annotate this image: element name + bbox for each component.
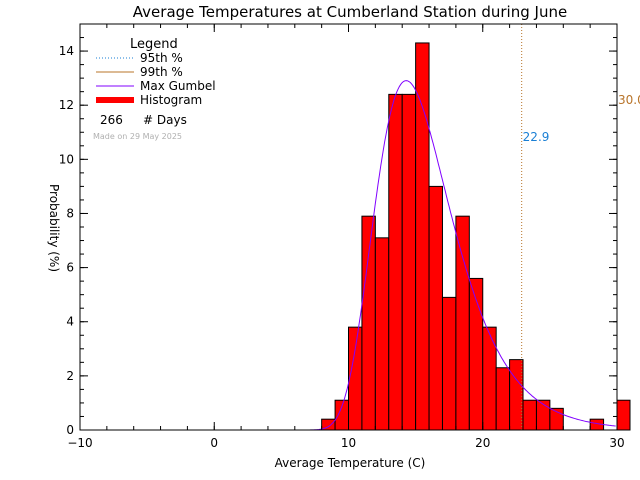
histogram-bar-9 [441,296,457,431]
y-tick-label: 10 [59,152,74,166]
y-axis-ticks: 0 2 4 6 8 10 12 14 [59,37,617,437]
y-tick-label: 2 [66,369,74,383]
legend-days-label: # Days [143,113,187,127]
legend-label-0: 95th % [140,51,183,65]
y-tick-label: 6 [66,261,74,275]
histogram-bars [321,42,631,431]
y-tick-label: 4 [66,315,74,329]
gumbel-curve [308,80,616,431]
y-tick-label: 12 [59,98,74,112]
x-tick-label: 30 [609,436,624,450]
x-tick-label: 0 [210,436,218,450]
histogram-bar-8 [428,185,443,431]
legend-days-count: 266 [100,113,123,127]
chart-title: Average Temperatures at Cumberland Stati… [133,3,567,21]
histogram-bar-7 [415,42,430,431]
percentile-95-label: 22.9 [523,130,550,144]
y-axis-label: Probability (%) [47,184,61,272]
histogram-bar-13 [495,367,511,431]
histogram-bar-6 [401,93,417,431]
histogram-bar-12 [482,326,497,431]
y-tick-label: 8 [66,206,74,220]
y-tick-label: 14 [59,44,74,58]
histogram-bar-1 [334,399,350,431]
histogram-bar-14 [509,359,524,431]
histogram-bar-10 [455,215,470,431]
legend-label-1: 99th % [140,65,183,79]
legend-label-2: Max Gumbel [140,79,216,93]
x-tick-label: −10 [67,436,92,450]
x-tick-label: 10 [341,436,356,450]
histogram-bar-3 [361,215,376,431]
x-axis-ticks: −10 0 10 20 30 [67,24,625,450]
histogram-bar-19 [616,399,631,431]
histogram-bar-4 [374,237,390,431]
histogram-bar-15 [522,399,537,431]
percentile-99-label: 30.0 [618,93,640,107]
legend-title: Legend [130,37,178,52]
histogram-bar-11 [468,277,484,431]
legend-label-3: Histogram [140,93,202,107]
x-axis-label: Average Temperature (C) [275,456,426,470]
y-tick-label: 0 [66,423,74,437]
made-on-note: Made on 29 May 2025 [93,132,182,141]
histogram-bar-5 [388,93,403,431]
x-tick-label: 20 [475,436,490,450]
histogram-bar-2 [348,326,363,431]
